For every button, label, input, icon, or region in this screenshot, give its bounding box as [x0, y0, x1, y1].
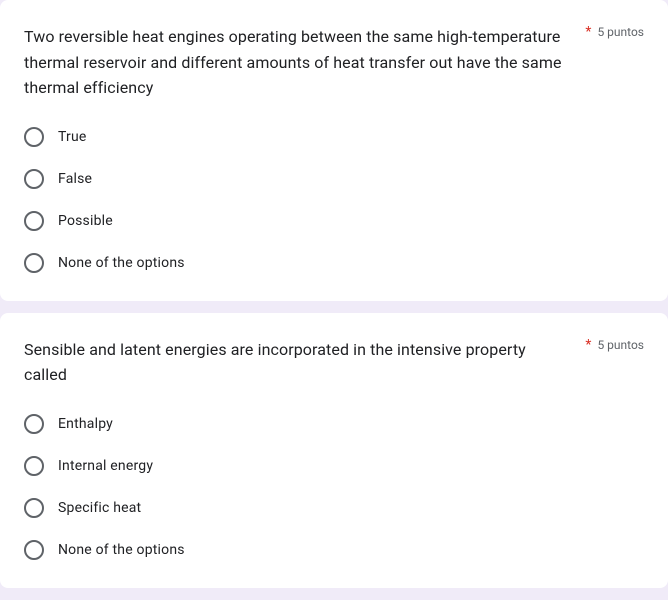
question-card-2: Sensible and latent energies are incorpo… — [0, 313, 668, 588]
option-label: Enthalpy — [58, 416, 113, 432]
radio-icon — [24, 253, 44, 273]
radio-option-enthalpy[interactable]: Enthalpy — [24, 414, 644, 434]
radio-option-none[interactable]: None of the options — [24, 253, 644, 273]
radio-icon — [24, 414, 44, 434]
radio-icon — [24, 169, 44, 189]
question-text: Two reversible heat engines operating be… — [24, 24, 571, 101]
radio-icon — [24, 540, 44, 560]
question-text: Sensible and latent energies are incorpo… — [24, 337, 571, 388]
radio-option-internal-energy[interactable]: Internal energy — [24, 456, 644, 476]
points-wrapper: * 5 puntos — [585, 337, 644, 353]
radio-icon — [24, 456, 44, 476]
option-label: Possible — [58, 213, 113, 229]
option-label: None of the options — [58, 255, 185, 271]
points-wrapper: * 5 puntos — [585, 24, 644, 40]
option-label: True — [58, 129, 87, 145]
options-list: Enthalpy Internal energy Specific heat N… — [24, 414, 644, 560]
radio-icon — [24, 498, 44, 518]
radio-option-false[interactable]: False — [24, 169, 644, 189]
radio-option-specific-heat[interactable]: Specific heat — [24, 498, 644, 518]
radio-icon — [24, 127, 44, 147]
required-star-icon: * — [585, 24, 591, 40]
question-header: Two reversible heat engines operating be… — [24, 24, 644, 101]
radio-option-none[interactable]: None of the options — [24, 540, 644, 560]
points-text: 5 puntos — [597, 25, 644, 39]
options-list: True False Possible None of the options — [24, 127, 644, 273]
required-star-icon: * — [585, 337, 591, 353]
option-label: Specific heat — [58, 500, 141, 516]
radio-option-true[interactable]: True — [24, 127, 644, 147]
option-label: False — [58, 171, 92, 187]
question-card-1: Two reversible heat engines operating be… — [0, 0, 668, 301]
option-label: None of the options — [58, 542, 185, 558]
radio-option-possible[interactable]: Possible — [24, 211, 644, 231]
option-label: Internal energy — [58, 458, 153, 474]
question-header: Sensible and latent energies are incorpo… — [24, 337, 644, 388]
radio-icon — [24, 211, 44, 231]
points-text: 5 puntos — [597, 338, 644, 352]
